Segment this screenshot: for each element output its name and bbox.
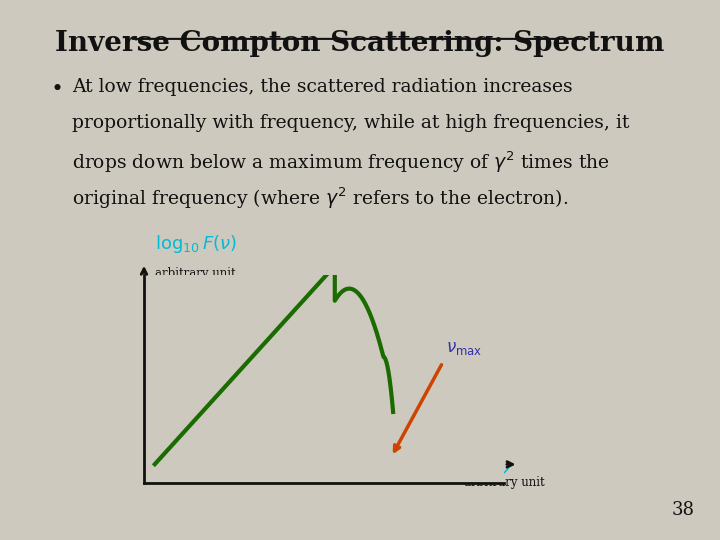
- Text: proportionally with frequency, while at high frequencies, it: proportionally with frequency, while at …: [72, 114, 629, 132]
- Text: 38: 38: [672, 502, 695, 519]
- Text: arbitrary unit: arbitrary unit: [155, 267, 235, 280]
- Text: $\nu$: $\nu$: [498, 460, 510, 478]
- Text: drops down below a maximum frequency of $\gamma^2$ times the: drops down below a maximum frequency of …: [72, 150, 610, 175]
- Text: arbitrary unit: arbitrary unit: [464, 476, 544, 489]
- Text: At low frequencies, the scattered radiation increases: At low frequencies, the scattered radiat…: [72, 78, 572, 96]
- Text: $\bullet$: $\bullet$: [50, 78, 62, 97]
- Text: $\log_{10}F(\nu)$: $\log_{10}F(\nu)$: [155, 233, 237, 255]
- Text: Inverse Compton Scattering: Spectrum: Inverse Compton Scattering: Spectrum: [55, 30, 665, 57]
- Text: original frequency (where $\gamma^2$ refers to the electron).: original frequency (where $\gamma^2$ ref…: [72, 185, 568, 211]
- Text: $\nu_{\rm max}$: $\nu_{\rm max}$: [446, 340, 482, 356]
